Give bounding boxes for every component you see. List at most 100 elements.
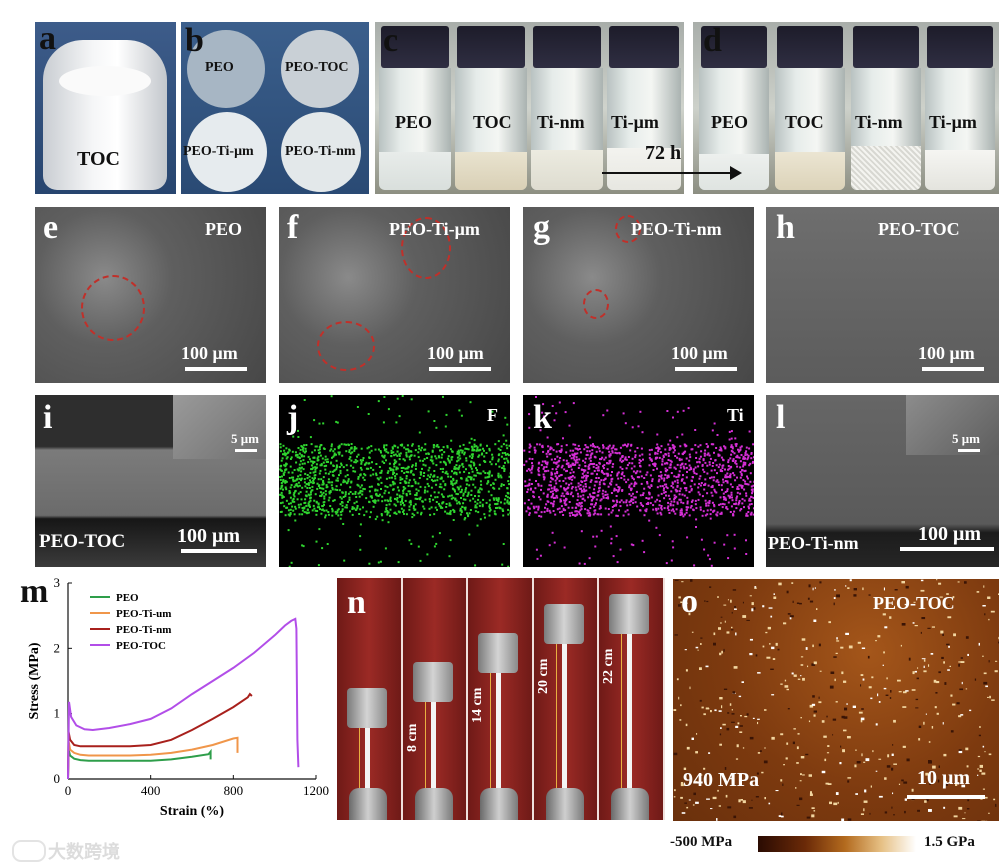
afm-speck <box>950 730 954 733</box>
afm-speck <box>864 789 867 793</box>
eds-dot <box>570 491 573 494</box>
afm-speck <box>847 736 851 739</box>
eds-dot <box>508 497 510 500</box>
eds-dot <box>486 472 489 475</box>
eds-dot <box>488 473 491 476</box>
eds-dot <box>587 496 590 499</box>
eds-dot <box>621 471 624 474</box>
eds-dot <box>747 511 750 513</box>
sample-strip <box>365 728 370 788</box>
eds-dot <box>638 476 641 479</box>
eds-dot <box>553 419 556 422</box>
eds-dot <box>724 476 727 479</box>
panel-label: PEO-TOC <box>873 593 955 613</box>
eds-dot <box>685 508 688 511</box>
afm-speck <box>760 750 762 752</box>
afm-speck <box>982 655 984 657</box>
eds-dot <box>351 492 354 495</box>
eds-dot <box>679 511 682 514</box>
eds-dot <box>749 480 752 483</box>
eds-dot <box>459 485 462 488</box>
eds-dot <box>739 466 742 469</box>
eds-dot <box>661 460 664 463</box>
afm-speck <box>734 606 736 608</box>
eds-dot <box>287 513 290 516</box>
afm-speck <box>780 683 783 685</box>
eds-dot <box>578 502 581 504</box>
eds-dot <box>594 456 597 459</box>
eds-dot <box>338 451 341 454</box>
eds-dot <box>667 454 670 457</box>
afm-speck <box>801 638 806 641</box>
eds-dot <box>313 456 316 459</box>
eds-dot <box>433 470 436 472</box>
eds-dot <box>474 504 477 507</box>
eds-dot <box>606 493 609 496</box>
x-tick-label: 400 <box>141 783 161 798</box>
eds-dot <box>488 505 491 508</box>
eds-dot <box>551 477 554 480</box>
eds-dot <box>383 454 386 457</box>
eds-dot <box>333 469 336 472</box>
eds-dot <box>449 539 452 542</box>
eds-dot <box>530 483 533 485</box>
eds-dot <box>365 497 368 500</box>
eds-dot <box>401 495 404 498</box>
afm-speck <box>770 668 774 670</box>
eds-dot <box>619 505 622 508</box>
eds-dot <box>572 514 574 516</box>
afm-speck <box>900 644 902 647</box>
eds-dot <box>534 511 537 514</box>
eds-dot <box>563 499 566 502</box>
eds-dot <box>379 476 382 479</box>
eds-dot <box>530 502 533 505</box>
eds-dot <box>305 495 308 498</box>
eds-dot <box>323 503 325 506</box>
eds-dot <box>377 483 380 486</box>
eds-dot <box>433 420 436 422</box>
eds-dot <box>479 472 482 475</box>
eds-dot <box>467 475 470 478</box>
eds-dot <box>569 449 572 452</box>
eds-dot <box>667 509 670 512</box>
eds-dot <box>558 479 561 482</box>
eds-dot <box>735 497 738 500</box>
eds-dot <box>558 507 561 510</box>
eds-dot <box>304 501 307 504</box>
eds-dot <box>738 501 740 504</box>
eds-dot <box>367 446 370 449</box>
eds-dot <box>388 503 391 506</box>
eds-dot <box>410 454 412 457</box>
eds-dot <box>673 449 676 452</box>
eds-dot <box>480 483 483 486</box>
eds-dot <box>691 476 694 478</box>
eds-dot <box>679 509 682 512</box>
eds-dot <box>459 491 462 494</box>
eds-dot <box>616 472 619 475</box>
eds-dot <box>288 502 290 505</box>
afm-speck <box>960 657 963 659</box>
eds-dot <box>643 477 646 479</box>
afm-speck <box>753 607 756 610</box>
afm-speck <box>811 663 816 666</box>
eds-dot <box>632 498 635 501</box>
eds-dot <box>470 445 473 448</box>
eds-dot <box>647 485 650 488</box>
eds-dot <box>393 463 396 466</box>
eds-dot <box>465 459 468 462</box>
eds-dot <box>418 477 421 479</box>
eds-dot <box>710 469 713 472</box>
afm-speck <box>884 777 887 780</box>
eds-dot <box>321 547 324 550</box>
eds-dot <box>731 496 733 499</box>
eds-dot <box>317 478 320 481</box>
eds-dot <box>592 513 595 516</box>
afm-speck <box>757 718 760 720</box>
afm-speck <box>731 611 733 614</box>
eds-dot <box>577 444 580 447</box>
eds-dot <box>630 444 633 447</box>
afm-speck <box>719 733 722 736</box>
eds-dot <box>464 506 467 509</box>
afm-speck <box>958 663 960 667</box>
eds-dot <box>329 489 332 492</box>
